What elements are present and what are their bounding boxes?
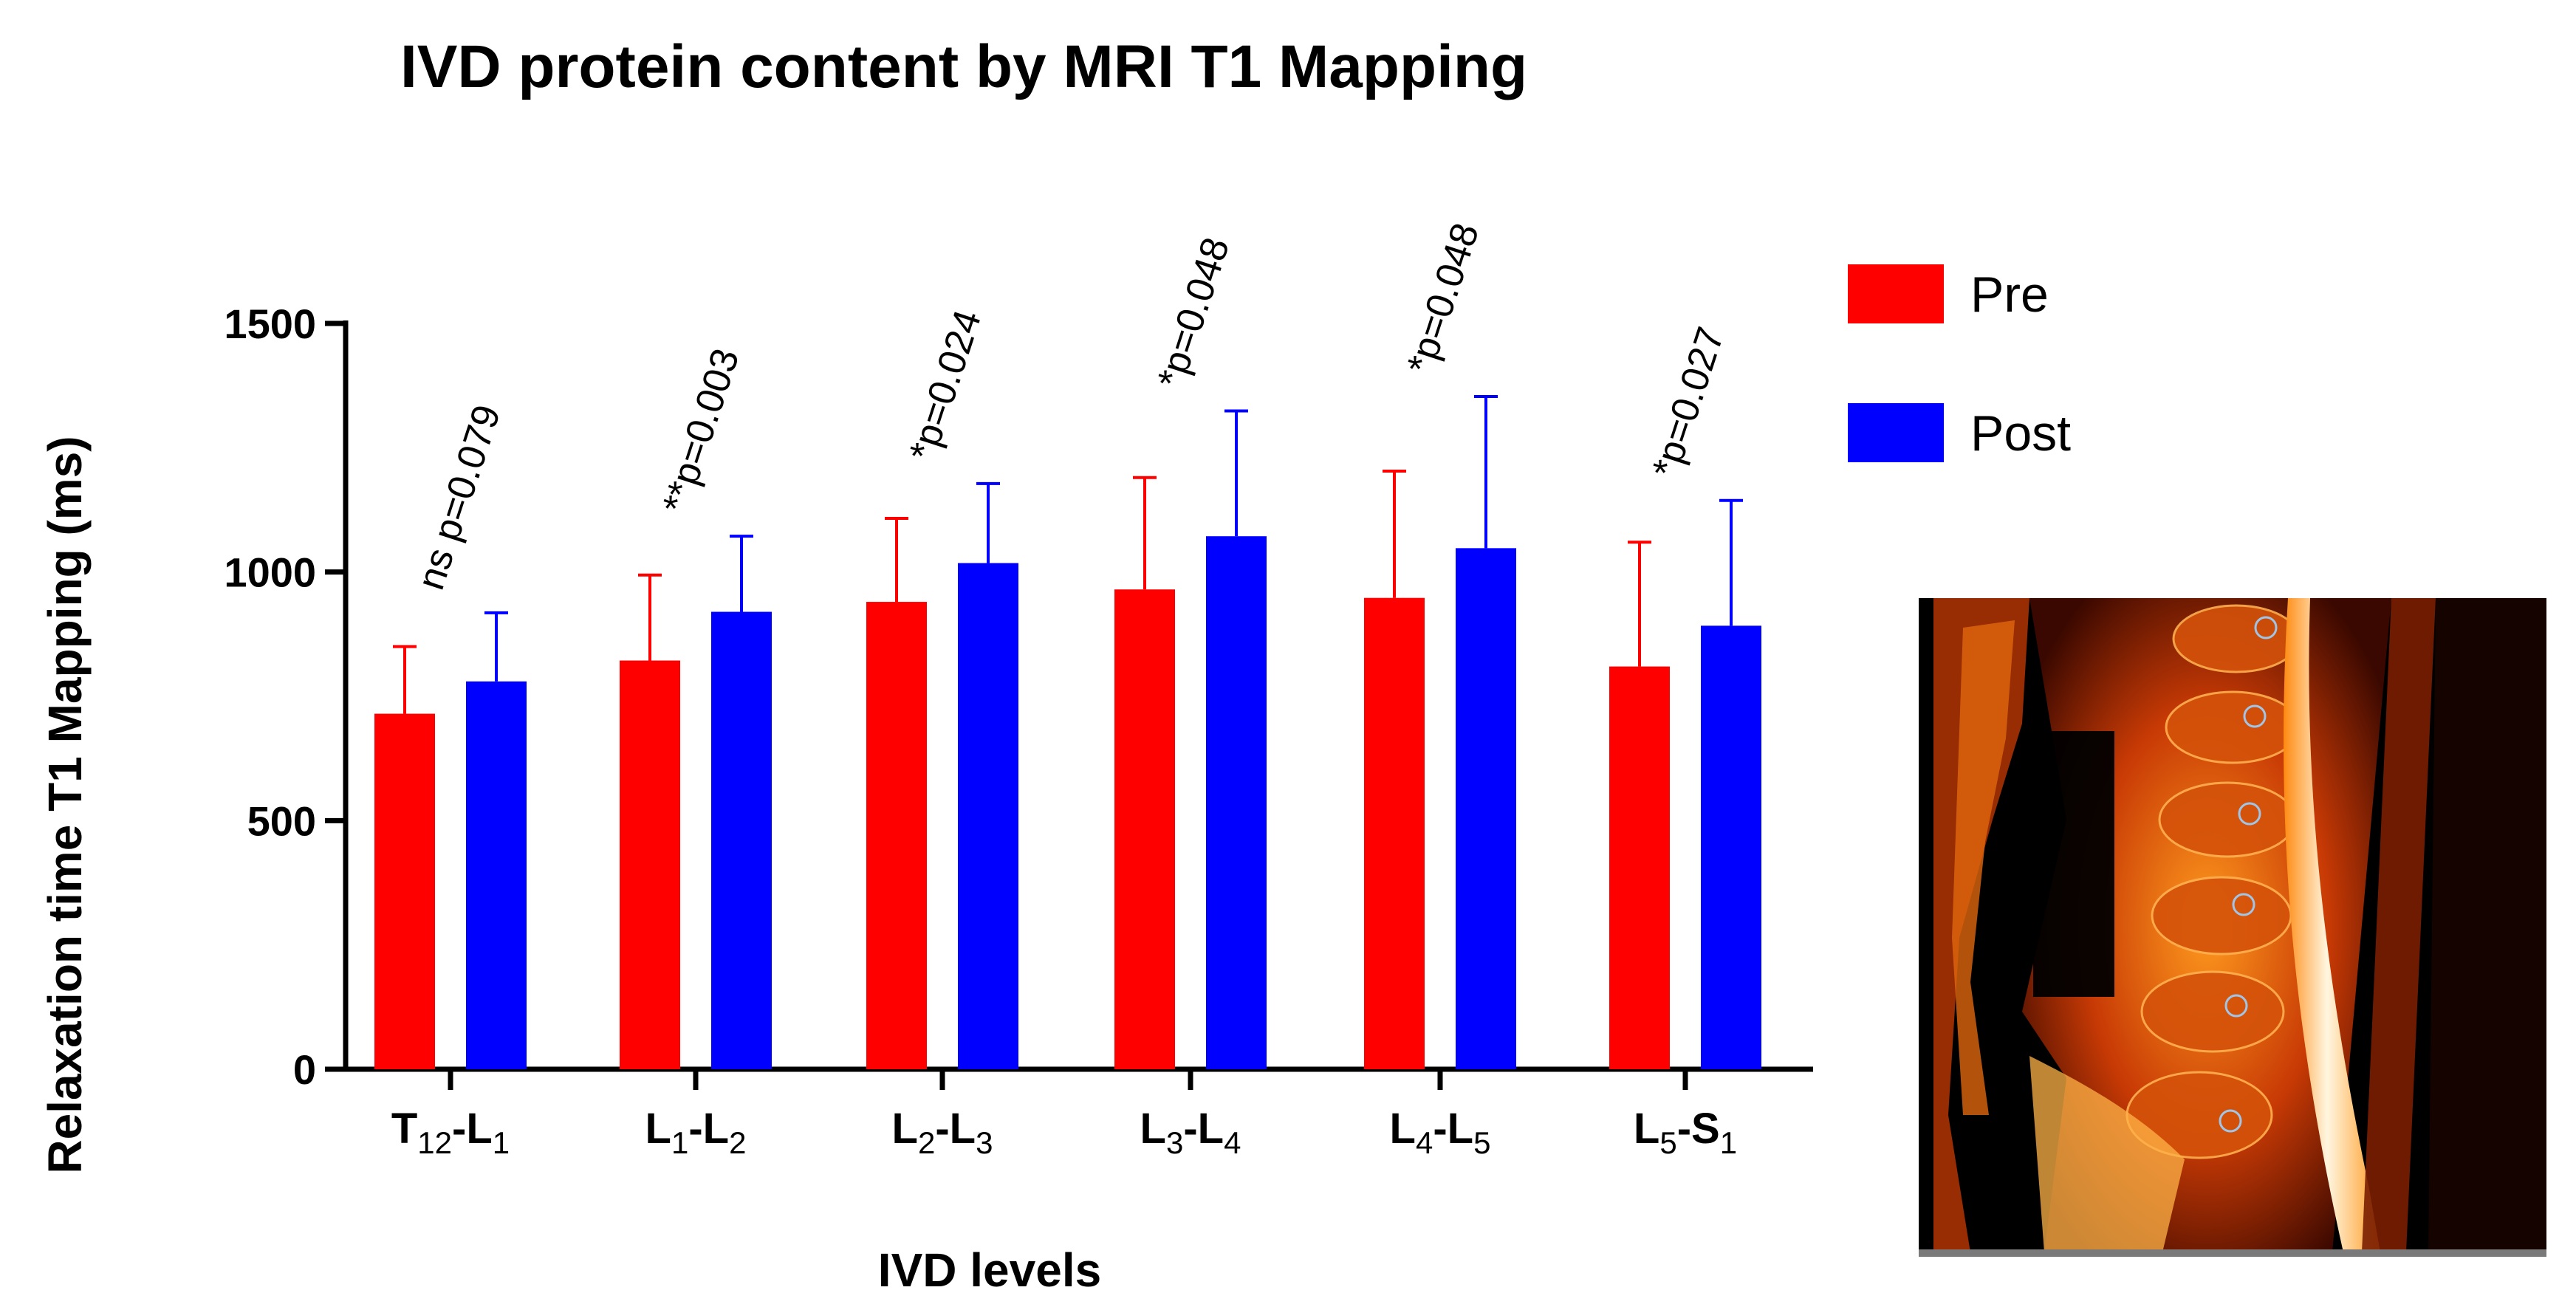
x-tick-label: L2-L3 bbox=[892, 1105, 993, 1160]
legend-swatch-post bbox=[1848, 403, 1944, 462]
x-tick-label-subscript: 1 bbox=[671, 1125, 688, 1160]
chart-title: IVD protein content by MRI T1 Mapping bbox=[400, 33, 1527, 100]
p-value-annotation: ns p=0.079 bbox=[409, 400, 509, 595]
y-tick-label: 500 bbox=[247, 797, 316, 844]
x-tick-label-subscript: 3 bbox=[976, 1125, 993, 1160]
x-tick-label-text: L bbox=[1390, 1105, 1416, 1153]
x-tick-label-subscript: 2 bbox=[918, 1125, 935, 1160]
x-tick-label-text: T bbox=[391, 1105, 417, 1153]
x-tick-label: L4-L5 bbox=[1390, 1105, 1491, 1160]
x-tick-label-subscript: 4 bbox=[1416, 1125, 1433, 1160]
mri-spine-picture bbox=[1919, 598, 2546, 1252]
x-tick-label-text: L bbox=[892, 1105, 918, 1153]
x-tick-label-text: L bbox=[1140, 1105, 1166, 1153]
x-tick-label-subscript: 5 bbox=[1659, 1125, 1676, 1160]
x-tick-label-text: -L bbox=[688, 1105, 729, 1153]
x-tick-label: L1-L2 bbox=[645, 1105, 747, 1160]
legend-label-post: Post bbox=[1970, 405, 2071, 462]
mri-image-bottom-bar bbox=[1919, 1249, 2546, 1257]
y-axis-title: Relaxation time T1 Mapping (ms) bbox=[38, 436, 92, 1173]
p-value-annotation: *p=0.024 bbox=[901, 305, 990, 465]
bar-post bbox=[958, 563, 1018, 1069]
bar-post bbox=[1701, 625, 1761, 1069]
x-tick-label-text: -L bbox=[1433, 1105, 1473, 1153]
y-tick-label: 0 bbox=[293, 1046, 316, 1093]
x-tick-label-subscript: 1 bbox=[1720, 1125, 1737, 1160]
bar-pre bbox=[1364, 597, 1425, 1069]
x-tick-label-subscript: 2 bbox=[729, 1125, 746, 1160]
p-value-annotation: *p=0.048 bbox=[1399, 218, 1487, 378]
p-value-annotation: **p=0.003 bbox=[654, 343, 747, 518]
y-tick-label: 1500 bbox=[224, 301, 316, 347]
p-value-annotation: *p=0.048 bbox=[1149, 233, 1238, 393]
x-tick-label-text: -L bbox=[452, 1105, 493, 1153]
x-tick-label-subscript: 1 bbox=[493, 1125, 510, 1160]
bar-pre bbox=[620, 660, 680, 1069]
legend-label-pre: Pre bbox=[1970, 267, 2049, 323]
bar-post bbox=[711, 611, 772, 1069]
x-tick-label-subscript: 3 bbox=[1166, 1125, 1183, 1160]
x-tick-label: L5-S1 bbox=[1634, 1105, 1737, 1160]
x-tick-label-text: L bbox=[645, 1105, 671, 1153]
bar-post bbox=[1206, 536, 1267, 1069]
x-tick-label: L3-L4 bbox=[1140, 1105, 1241, 1160]
y-tick-label: 1000 bbox=[224, 549, 316, 596]
x-tick-label-subscript: 12 bbox=[417, 1125, 452, 1160]
bar-pre bbox=[374, 713, 435, 1069]
x-tick-label: T12-L1 bbox=[391, 1105, 510, 1160]
legend-swatch-pre bbox=[1848, 264, 1944, 323]
mri-image bbox=[1919, 598, 2546, 1252]
x-tick-label-subscript: 4 bbox=[1224, 1125, 1241, 1160]
bar-post bbox=[1456, 548, 1516, 1069]
x-tick-label-text: -L bbox=[935, 1105, 976, 1153]
bar-pre bbox=[866, 602, 927, 1069]
bar-post bbox=[466, 681, 527, 1069]
legend: Pre Post bbox=[1848, 264, 2071, 462]
p-value-annotation: *p=0.027 bbox=[1644, 322, 1733, 482]
bar-pre bbox=[1609, 666, 1670, 1069]
x-tick-label-subscript: 5 bbox=[1473, 1125, 1490, 1160]
bar-pre bbox=[1114, 589, 1175, 1069]
x-tick-label-text: -S bbox=[1677, 1105, 1720, 1153]
x-axis-title: IVD levels bbox=[878, 1243, 1101, 1297]
x-tick-label-text: -L bbox=[1183, 1105, 1224, 1153]
x-tick-label-text: L bbox=[1634, 1105, 1659, 1153]
